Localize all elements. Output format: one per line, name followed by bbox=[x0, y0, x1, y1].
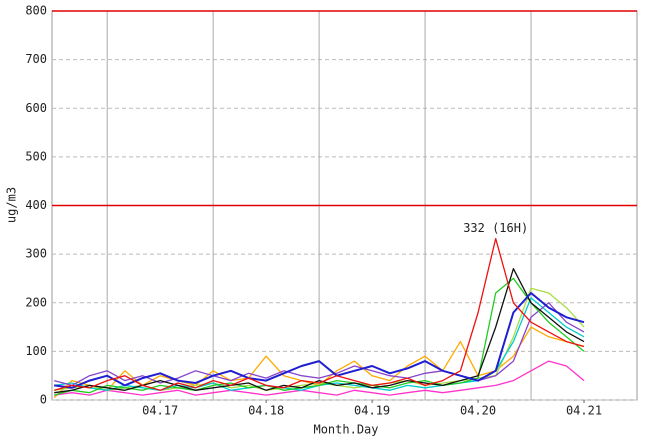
x-axis-label: Month.Day bbox=[313, 423, 378, 437]
x-tick-label: 04.20 bbox=[460, 404, 496, 418]
y-tick-label: 400 bbox=[25, 198, 47, 212]
annotation: 332 (16H) bbox=[463, 221, 528, 235]
y-tick-label: 500 bbox=[25, 149, 47, 163]
y-tick-label: 600 bbox=[25, 101, 47, 115]
y-tick-label: 0 bbox=[40, 393, 47, 407]
y-axis-label: ug/m3 bbox=[5, 187, 19, 223]
y-tick-label: 800 bbox=[25, 4, 47, 18]
data-line bbox=[54, 237, 585, 391]
y-tick-label: 300 bbox=[25, 247, 47, 261]
y-tick-label: 200 bbox=[25, 295, 47, 309]
data-line bbox=[54, 292, 585, 389]
x-tick-label: 04.18 bbox=[248, 404, 284, 418]
x-tick-label: 04.19 bbox=[354, 404, 390, 418]
data-line bbox=[54, 277, 585, 396]
y-tick-label: 100 bbox=[25, 344, 47, 358]
x-tick-label: 04.17 bbox=[142, 404, 178, 418]
y-tick-label: 700 bbox=[25, 52, 47, 66]
x-tick-label: 04.21 bbox=[566, 404, 602, 418]
data-line bbox=[54, 360, 585, 396]
data-line bbox=[54, 302, 585, 387]
